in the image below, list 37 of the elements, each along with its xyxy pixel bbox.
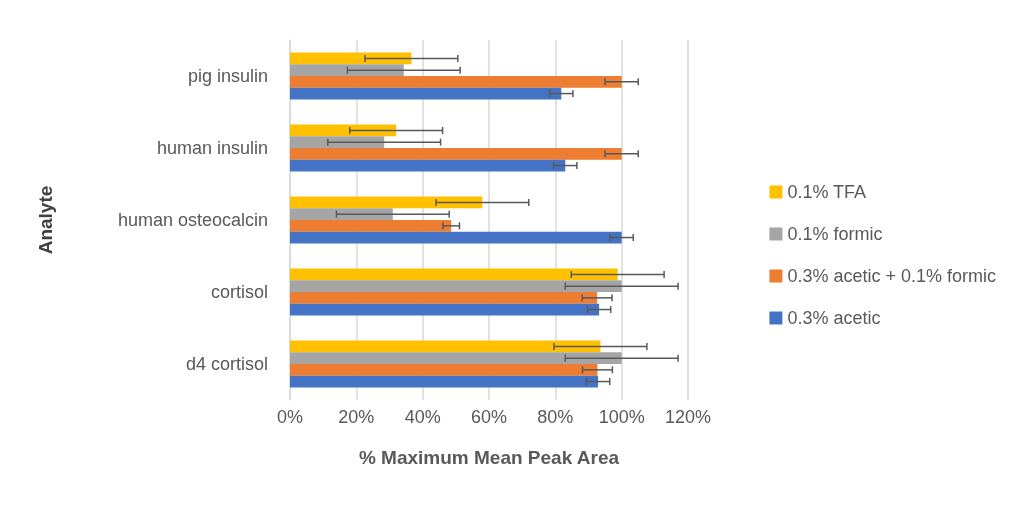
- x-tick-label: 40%: [404, 407, 441, 427]
- bar: [290, 268, 618, 281]
- bar: [290, 375, 599, 388]
- bar: [290, 340, 601, 353]
- y-tick-label: human insulin: [156, 138, 268, 158]
- bar: [290, 52, 412, 65]
- bar: [290, 292, 598, 304]
- bar: [290, 364, 598, 376]
- bar: [290, 124, 397, 137]
- bar: [290, 64, 404, 76]
- legend-label: 0.3% acetic + 0.1% formic: [787, 266, 996, 286]
- bar: [290, 352, 622, 364]
- bar: [290, 148, 622, 160]
- bar: [290, 76, 622, 88]
- bar: [290, 159, 566, 172]
- x-tick-label: 60%: [470, 407, 508, 427]
- y-axis-title: Analyte: [35, 185, 56, 255]
- y-tick-label: human osteocalcin: [117, 210, 268, 230]
- bar: [290, 280, 622, 292]
- legend-label: 0.1% formic: [787, 224, 883, 244]
- y-tick-label: cortisol: [210, 282, 268, 302]
- bar: [290, 196, 483, 209]
- x-tick-label: 20%: [338, 407, 375, 427]
- legend-label: 0.1% TFA: [787, 182, 867, 202]
- x-tick-label: 100%: [598, 407, 645, 427]
- x-tick-label: 80%: [537, 407, 574, 427]
- x-tick-label: 120%: [664, 407, 712, 427]
- bar: [290, 220, 452, 232]
- x-tick-label: 0%: [276, 407, 304, 427]
- y-tick-label: pig insulin: [187, 66, 268, 86]
- y-tick-label: d4 cortisol: [185, 354, 268, 374]
- legend-label: 0.3% acetic: [787, 308, 881, 328]
- x-axis-title: % Maximum Mean Peak Area: [358, 447, 620, 468]
- bar: [290, 208, 393, 220]
- bar: [290, 87, 562, 100]
- bar: [290, 231, 622, 244]
- bar: [290, 303, 600, 316]
